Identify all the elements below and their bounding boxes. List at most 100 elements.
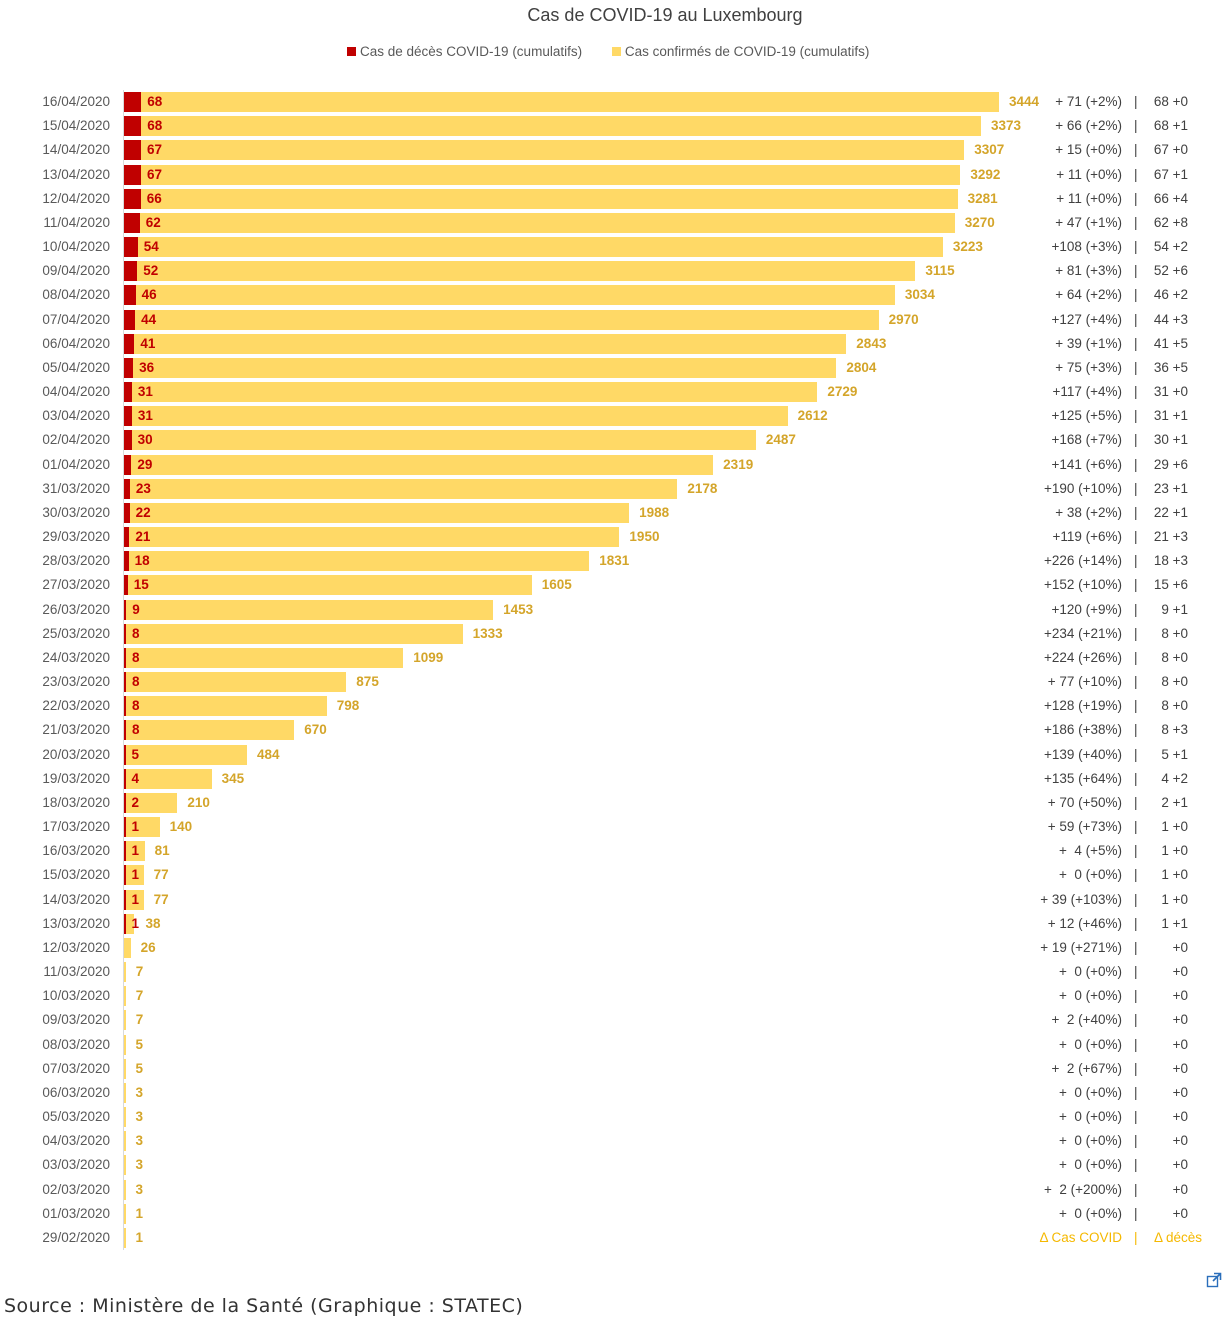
data-label-cases: 3281 bbox=[967, 190, 998, 206]
delta-cases: + 15 (+0%) bbox=[1055, 142, 1122, 158]
bar-deaths bbox=[124, 792, 126, 813]
data-label-cases: 3 bbox=[135, 1181, 144, 1197]
category-label: 03/04/2020 bbox=[42, 408, 110, 424]
separator: | bbox=[1134, 1157, 1138, 1173]
data-label-deaths: 9 bbox=[132, 601, 140, 617]
separator: | bbox=[1134, 649, 1138, 665]
delta-deaths: 5 +1 bbox=[1161, 746, 1188, 762]
category-label: 11/04/2020 bbox=[43, 214, 110, 230]
delta-cases: +190 (+10%) bbox=[1043, 480, 1122, 496]
data-label-deaths: 30 bbox=[137, 432, 153, 448]
data-label-deaths: 68 bbox=[147, 94, 163, 109]
bar-cases bbox=[124, 889, 144, 910]
bar-cases bbox=[124, 792, 178, 813]
bar-cases bbox=[124, 164, 961, 185]
delta-cases: + 75 (+3%) bbox=[1055, 359, 1122, 375]
data-label-deaths: 8 bbox=[132, 698, 140, 714]
category-label: 02/03/2020 bbox=[42, 1181, 110, 1197]
category-label: 30/03/2020 bbox=[42, 504, 110, 520]
delta-cases: + 0 (+0%) bbox=[1058, 867, 1122, 883]
delta-cases: +168 (+7%) bbox=[1051, 432, 1122, 448]
delta-deaths: 62 +8 bbox=[1153, 214, 1188, 230]
data-label-cases: 1 bbox=[135, 1205, 144, 1221]
data-label-deaths: 1 bbox=[131, 819, 140, 835]
separator: | bbox=[1134, 480, 1138, 496]
delta-deaths: +0 bbox=[1172, 1205, 1188, 1221]
separator: | bbox=[1134, 698, 1138, 714]
category-label: 31/03/2020 bbox=[42, 480, 110, 496]
delta-deaths: 1 +0 bbox=[1161, 891, 1188, 907]
delta-deaths: +0 bbox=[1172, 988, 1188, 1004]
category-label: 07/04/2020 bbox=[42, 311, 110, 327]
delta-deaths: +0 bbox=[1172, 1181, 1188, 1197]
data-label-cases: 484 bbox=[256, 746, 280, 762]
data-label-deaths: 36 bbox=[139, 359, 155, 375]
data-label-cases: 1099 bbox=[413, 649, 444, 665]
data-label-deaths: 4 bbox=[131, 770, 140, 786]
category-label: 29/03/2020 bbox=[42, 529, 110, 545]
category-label: 08/04/2020 bbox=[42, 287, 110, 303]
external-link-icon[interactable] bbox=[1206, 1272, 1222, 1288]
delta-deaths: 1 +0 bbox=[1161, 843, 1188, 859]
delta-cases: +135 (+64%) bbox=[1043, 770, 1122, 786]
bar-cases bbox=[124, 937, 131, 958]
delta-cases: +127 (+4%) bbox=[1051, 311, 1122, 327]
bar-cases bbox=[124, 744, 247, 765]
separator: | bbox=[1134, 843, 1138, 859]
data-label-cases: 210 bbox=[187, 794, 210, 810]
separator: | bbox=[1134, 1036, 1138, 1052]
delta-cases: + 2 (+67%) bbox=[1051, 1060, 1122, 1076]
separator: | bbox=[1134, 214, 1138, 230]
separator: | bbox=[1134, 287, 1138, 303]
category-label: 03/03/2020 bbox=[42, 1157, 110, 1173]
data-label-deaths: 54 bbox=[143, 239, 159, 255]
separator: | bbox=[1134, 915, 1138, 931]
bar-cases bbox=[124, 1034, 126, 1055]
data-label-deaths: 8 bbox=[132, 625, 140, 641]
bar-cases bbox=[124, 623, 463, 644]
delta-deaths: 68 +1 bbox=[1153, 118, 1188, 134]
bar-cases bbox=[124, 333, 847, 354]
bar-deaths bbox=[124, 551, 129, 572]
data-label-cases: 2804 bbox=[846, 359, 877, 375]
bar-deaths bbox=[124, 261, 138, 282]
data-label-cases: 1333 bbox=[472, 625, 503, 641]
bar-cases bbox=[124, 913, 134, 934]
data-label-cases: 2178 bbox=[687, 480, 718, 496]
data-label-deaths: 31 bbox=[137, 384, 153, 400]
delta-cases: + 0 (+0%) bbox=[1058, 1133, 1122, 1149]
delta-cases: + 0 (+0%) bbox=[1058, 1205, 1122, 1221]
bar-deaths bbox=[124, 768, 126, 789]
bar-cases bbox=[124, 1203, 126, 1224]
delta-deaths: 52 +6 bbox=[1153, 263, 1188, 279]
bar-deaths bbox=[124, 212, 140, 233]
category-label: 01/03/2020 bbox=[42, 1205, 110, 1221]
data-label-cases: 3292 bbox=[970, 166, 1001, 182]
category-label: 05/03/2020 bbox=[42, 1109, 110, 1125]
data-label-deaths: 31 bbox=[137, 408, 153, 424]
data-label-deaths: 1 bbox=[131, 843, 140, 859]
separator: | bbox=[1134, 1229, 1138, 1245]
data-label-cases: 5 bbox=[135, 1060, 144, 1076]
category-label: 14/04/2020 bbox=[42, 142, 110, 158]
delta-cases: + 0 (+0%) bbox=[1058, 964, 1122, 980]
delta-cases: + 39 (+103%) bbox=[1040, 891, 1122, 907]
bar-deaths bbox=[124, 333, 135, 354]
bar-cases bbox=[124, 696, 327, 717]
data-label-deaths: 15 bbox=[133, 577, 149, 593]
category-label: 06/03/2020 bbox=[42, 1084, 110, 1100]
bar-cases bbox=[124, 1058, 126, 1079]
delta-deaths: +0 bbox=[1172, 1060, 1188, 1076]
delta-cases: + 11 (+0%) bbox=[1056, 166, 1122, 182]
delta-cases: +186 (+38%) bbox=[1043, 722, 1122, 738]
bar-cases bbox=[124, 309, 879, 330]
data-label-cases: 2729 bbox=[827, 384, 858, 400]
bar-deaths bbox=[124, 430, 132, 451]
delta-cases: +152 (+10%) bbox=[1043, 577, 1122, 593]
bar-deaths bbox=[124, 478, 130, 499]
bar-cases bbox=[124, 599, 494, 620]
category-label: 13/03/2020 bbox=[42, 915, 110, 931]
delta-cases: + 0 (+0%) bbox=[1058, 1084, 1122, 1100]
bar-cases bbox=[124, 986, 126, 1007]
category-label: 13/04/2020 bbox=[42, 166, 110, 182]
